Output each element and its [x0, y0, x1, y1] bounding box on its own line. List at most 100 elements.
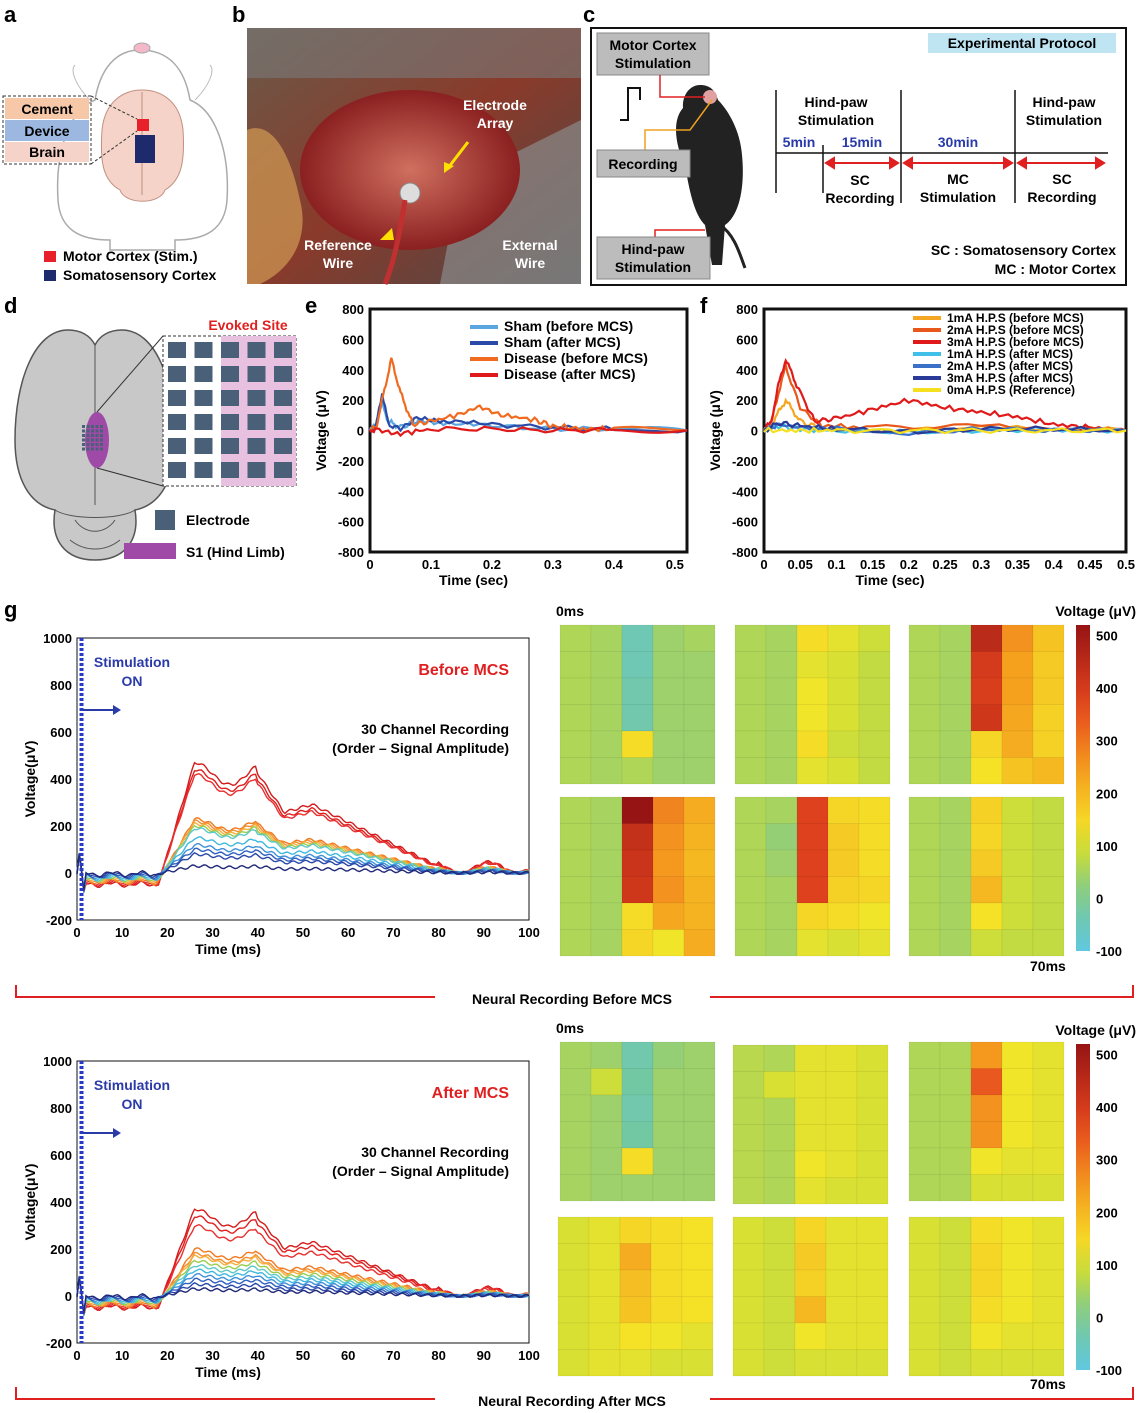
- heatmap-cell: [732, 1216, 765, 1244]
- panel-letter-d: d: [4, 293, 17, 318]
- colorbar: [1076, 625, 1090, 951]
- legend-swatch-electrode: [155, 510, 175, 530]
- y-tick-label: 200: [50, 1242, 72, 1257]
- heatmap-cell: [588, 1216, 621, 1244]
- x-tick-label: 20: [160, 925, 174, 940]
- y-tick-label: 600: [50, 725, 72, 740]
- callout-line-bottom: [90, 130, 138, 165]
- heatmap-cell: [908, 624, 941, 652]
- x-tick-label: 60: [341, 1348, 355, 1363]
- x-tick-label: 50: [296, 925, 310, 940]
- heatmap-cell: [765, 704, 798, 732]
- motor-wire: [659, 75, 705, 98]
- heatmap-cell: [683, 876, 716, 904]
- heatmap-cell: [621, 796, 654, 824]
- x-tick-label: 70: [386, 1348, 400, 1363]
- stim-label-1: Stimulation: [94, 1077, 170, 1093]
- heatmap-cell: [559, 929, 592, 957]
- somato-cortex-mark: [135, 135, 155, 163]
- heatmap-cell: [683, 1121, 716, 1149]
- colorbar-tick-label: 500: [1096, 629, 1118, 644]
- electrode-pad: [247, 438, 266, 454]
- legend-label-electrode: Electrode: [186, 512, 250, 528]
- heatmap-cell: [559, 1174, 592, 1202]
- heatmap-cell: [681, 1322, 714, 1350]
- y-tick-label: 400: [342, 363, 364, 378]
- electrode-pad: [247, 342, 266, 358]
- rodent-brain-cerebellum: [54, 509, 136, 518]
- heatmap-cell: [588, 1243, 621, 1271]
- series-line: [763, 426, 1127, 435]
- heatmap-cell: [908, 1041, 941, 1069]
- heatmap-cell: [908, 1322, 941, 1350]
- x-tick-label: 0.1: [422, 557, 440, 572]
- heatmap-cell: [732, 1097, 765, 1125]
- heatmap-cell: [683, 929, 716, 957]
- recording-box: [596, 149, 691, 178]
- layer-brain: [5, 142, 89, 162]
- heatmap-cell: [765, 929, 798, 957]
- heatmap-cell: [650, 1349, 683, 1377]
- electrode-pad-small: [100, 425, 103, 428]
- electrode-pad-small: [86, 425, 90, 428]
- heatmap-cell: [908, 1216, 941, 1244]
- legend-label: Sham (after MCS): [504, 334, 621, 350]
- electrode-grid-large: [168, 342, 292, 478]
- heatmap-cell: [765, 796, 798, 824]
- colorbar-tick-label: 400: [1096, 1100, 1118, 1115]
- y-tick-label: 1000: [43, 1054, 72, 1069]
- mouse-head-implant: [703, 90, 717, 104]
- electrode-pad: [194, 462, 213, 478]
- heatmap-cell: [763, 1097, 796, 1125]
- heatmap-cell: [734, 823, 767, 851]
- x-tick-label: 0.45: [1077, 557, 1102, 572]
- heatmap-cell: [559, 796, 592, 824]
- heatmap-cell: [559, 1147, 592, 1175]
- heatmap-cell: [908, 730, 941, 758]
- heatmap-cell: [1032, 1349, 1065, 1377]
- layer-label-device: Device: [24, 123, 69, 139]
- heatmap-cell: [763, 1150, 796, 1178]
- heatmap-cell: [652, 677, 685, 705]
- heatmap-cell: [765, 823, 798, 851]
- x-tick-label: 0: [366, 557, 373, 572]
- heatmap-cell: [939, 1147, 972, 1175]
- heatmap-cell: [970, 1216, 1003, 1244]
- heatmap-cell: [683, 757, 716, 785]
- x-axis-label: Time (sec): [856, 572, 925, 588]
- heatmap-cell: [621, 704, 654, 732]
- heatmap-cell: [827, 823, 860, 851]
- layers-callout: [2, 95, 92, 165]
- heatmap-cell: [1032, 823, 1065, 851]
- note-line-1: 30 Channel Recording: [361, 721, 509, 737]
- heatmap-cell: [1001, 677, 1034, 705]
- heatmap-cell: [939, 849, 972, 877]
- heatmap-cell: [588, 1296, 621, 1324]
- layer-label-cement: Cement: [21, 101, 73, 117]
- x-tick-label: 0: [73, 1348, 80, 1363]
- note-line-2: (Order – Signal Amplitude): [332, 1163, 509, 1179]
- bracket-right: [710, 1387, 1134, 1400]
- heatmap-cell: [652, 849, 685, 877]
- legend-label: 0mA H.P.S (Reference): [947, 383, 1075, 397]
- heatmap-cell: [559, 704, 592, 732]
- x-tick-label: 0.3: [544, 557, 562, 572]
- heatmap-cell: [1032, 677, 1065, 705]
- heatmap-cell: [825, 1322, 858, 1350]
- heatmap-cell: [1001, 1243, 1034, 1271]
- heatmap-cell: [652, 651, 685, 679]
- x-tick-label: 50: [296, 1348, 310, 1363]
- heatmap-cell: [908, 1094, 941, 1122]
- heatmap-cell: [734, 730, 767, 758]
- stim-label-2: ON: [122, 673, 143, 689]
- heatmap-cell: [590, 929, 623, 957]
- heatmap-cell: [970, 902, 1003, 930]
- heatmap-cell: [683, 624, 716, 652]
- heatmap-cell: [970, 1296, 1003, 1324]
- x-axis-label: Time (sec): [439, 572, 508, 588]
- heatmap-cell: [794, 1296, 827, 1324]
- mouse-ears: [72, 64, 213, 101]
- y-tick-label: 0: [65, 866, 72, 881]
- heatmap-cell: [763, 1044, 796, 1072]
